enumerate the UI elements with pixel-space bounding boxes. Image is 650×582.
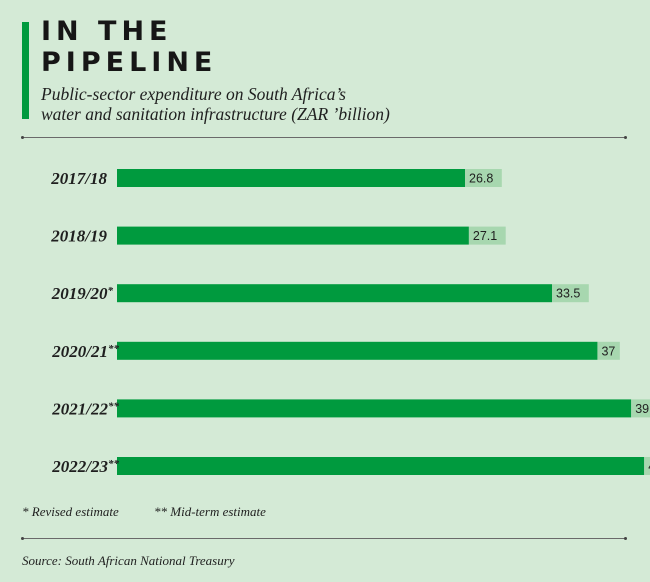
bar-2017-18: [117, 169, 465, 187]
value-label-box: [465, 169, 502, 187]
value-label: 37: [601, 344, 615, 358]
bar-2022-23: [117, 457, 645, 475]
value-label-box: [597, 341, 620, 360]
footnote-marker: *: [108, 285, 114, 297]
value-label-box: [644, 457, 650, 475]
bar-2021-22: [117, 399, 632, 418]
title-accent-bar: [22, 22, 29, 119]
title-line-2: PIPELINE: [41, 47, 218, 78]
category-label: 2017/18: [50, 169, 107, 188]
value-label: 40.6: [648, 460, 650, 474]
category-label: 2018/19: [50, 227, 107, 246]
category-label: 2021/22**: [51, 399, 119, 418]
note-midterm-estimate: ** Mid-term estimate: [154, 504, 266, 519]
top-divider: [21, 136, 627, 139]
title-line-1: IN THE: [41, 16, 173, 47]
bottom-divider: [21, 537, 627, 540]
value-label-box: [631, 399, 650, 418]
category-label: 2019/20*: [51, 284, 114, 303]
chart-title: IN THE PIPELINE: [41, 16, 217, 78]
subtitle-line-1: Public-sector expenditure on South Afric…: [41, 84, 346, 104]
category-label: 2022/23**: [51, 457, 119, 476]
subtitle-line-2: water and sanitation infrastructure (ZAR…: [41, 104, 390, 124]
footnote-marker: **: [108, 458, 120, 470]
footnotes: * Revised estimate ** Mid-term estimate: [22, 504, 266, 520]
value-label-box: [552, 284, 589, 303]
footnote-marker: **: [108, 343, 120, 355]
chart-subtitle: Public-sector expenditure on South Afric…: [41, 84, 601, 124]
value-label: 26.8: [469, 172, 493, 186]
bar-2020-21: [117, 341, 598, 360]
value-label: 27.1: [473, 229, 497, 243]
footnote-marker: **: [108, 400, 120, 412]
bar-2018-19: [117, 226, 469, 245]
note-revised-estimate: * Revised estimate: [22, 504, 119, 519]
bar-2019-20: [117, 284, 552, 303]
value-label: 39.6: [635, 402, 650, 416]
bar-chart: 26.8 2017/18 27.1 2018/19 33.5 2019/20* 37 2020…: [50, 169, 650, 476]
value-label-box: [468, 226, 506, 245]
value-label: 33.5: [556, 287, 580, 301]
source-note: Source: South African National Treasury: [22, 553, 235, 568]
category-label: 2020/21**: [51, 342, 119, 361]
